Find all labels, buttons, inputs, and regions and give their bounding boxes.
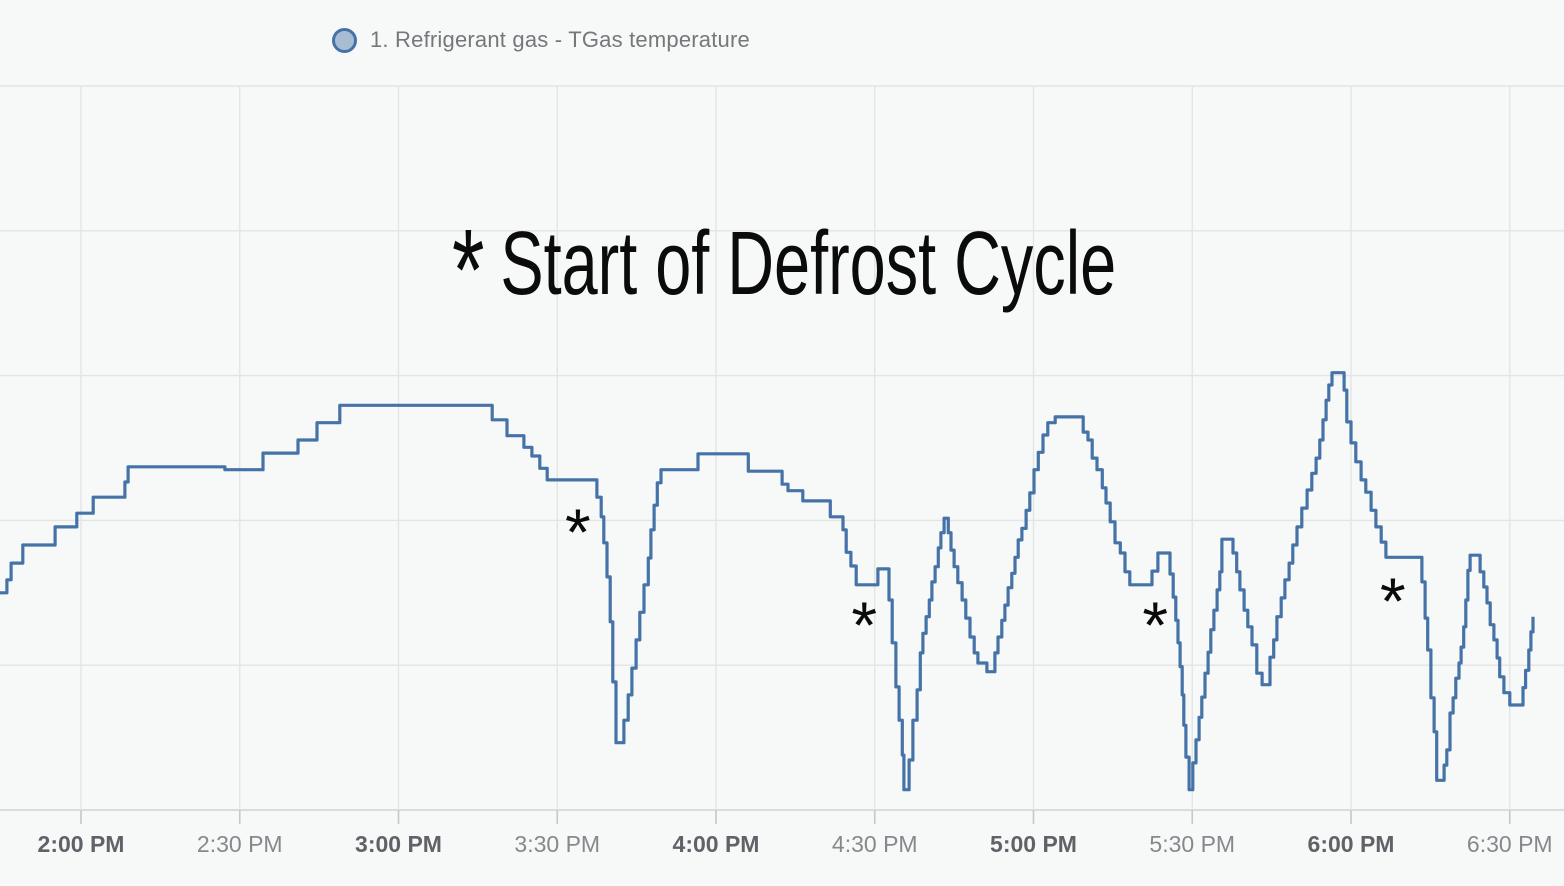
x-axis-label: 4:00 PM (673, 831, 760, 857)
x-axis-label: 2:30 PM (197, 831, 283, 857)
x-axis-label: 5:00 PM (990, 831, 1077, 857)
x-axis-label: 5:30 PM (1149, 831, 1235, 857)
x-axis-label: 3:30 PM (514, 831, 600, 857)
x-axis-label: 4:30 PM (832, 831, 918, 857)
series-legend-marker-icon (332, 27, 357, 53)
defrost-marker-asterisk: * (1380, 564, 1406, 638)
defrost-marker-asterisk: * (1142, 588, 1168, 662)
x-axis-label: 2:00 PM (38, 831, 125, 857)
x-axis-label: 3:00 PM (355, 831, 442, 857)
asterisk-symbol: * (452, 205, 485, 335)
defrost-marker-asterisk: * (565, 495, 591, 569)
x-axis-label: 6:30 PM (1467, 831, 1553, 857)
temperature-series-line[interactable] (0, 371, 1535, 792)
defrost-marker-asterisk: * (851, 588, 877, 662)
series-legend-label: 1. Refrigerant gas - TGas temperature (370, 27, 750, 52)
defrost-cycle-annotation: * Start of Defrost Cycle (452, 196, 1117, 328)
defrost-cycle-annotation-text: Start of Defrost Cycle (500, 214, 1117, 314)
x-axis-label: 6:00 PM (1308, 831, 1395, 857)
legend[interactable]: 1. Refrigerant gas - TGas temperature (332, 27, 750, 53)
